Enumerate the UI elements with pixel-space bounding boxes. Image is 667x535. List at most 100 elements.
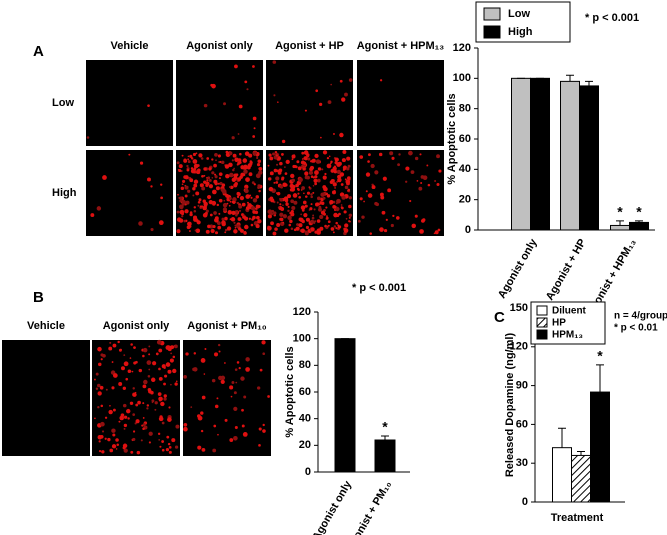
cell-dot (365, 172, 371, 177)
cell-dot (146, 404, 150, 407)
cell-dot (327, 220, 331, 224)
cell-dot (438, 169, 442, 173)
cell-dot (301, 219, 305, 224)
cell-dot (282, 182, 287, 187)
cell-dot (313, 178, 318, 183)
cell-dot (268, 153, 272, 157)
cell-dot (278, 168, 283, 173)
cell-dot (252, 65, 255, 68)
micrograph (176, 60, 263, 146)
cell-dot (142, 354, 145, 358)
error-bar (596, 364, 604, 393)
cell-dot (268, 186, 274, 192)
cell-dot (148, 353, 151, 356)
cell-dot (305, 225, 310, 230)
cell-dot (319, 214, 324, 220)
cell-dot (368, 153, 371, 157)
cell-dot (340, 183, 344, 186)
cell-dot (181, 154, 184, 157)
cell-dot (214, 173, 217, 176)
cell-dot (315, 202, 320, 206)
cell-dot (234, 226, 237, 229)
cell-dot (100, 404, 104, 408)
cell-dot (213, 179, 218, 184)
cell-dot (211, 176, 214, 179)
cell-dot (219, 181, 223, 186)
cell-dot (120, 348, 122, 351)
cell-dot (337, 161, 342, 166)
cell-dot (434, 230, 439, 235)
cell-dot (224, 362, 226, 364)
cell-dot (274, 227, 278, 231)
cell-dot (289, 183, 294, 189)
bar (571, 454, 591, 503)
cell-dot (332, 231, 335, 234)
cell-dot (282, 214, 288, 219)
cell-dot (228, 162, 233, 168)
cell-dot (330, 227, 335, 231)
cell-dot (255, 224, 260, 229)
y-tick-label: 20 (459, 194, 471, 206)
cell-dot (266, 225, 272, 231)
bar (530, 77, 550, 231)
cell-dot (158, 399, 162, 402)
cell-dot (324, 172, 327, 176)
cell-dot (184, 209, 189, 214)
cell-dot (244, 188, 249, 194)
cell-dot (243, 169, 248, 174)
cell-dot (215, 159, 217, 162)
cell-dot (304, 230, 308, 234)
cell-dot (195, 152, 198, 155)
cell-dot (273, 181, 276, 184)
cell-dot (148, 441, 151, 444)
legend-swatch (536, 317, 548, 328)
cell-dot (272, 152, 276, 156)
cell-dot (194, 229, 197, 232)
cell-dot (272, 231, 277, 236)
cell-dot (332, 204, 337, 209)
cell-dot (298, 223, 303, 228)
cell-dot (122, 443, 128, 449)
cell-dot (290, 173, 295, 179)
cell-dot (342, 150, 347, 154)
cell-dot (96, 206, 102, 211)
cell-dot (298, 217, 303, 222)
cell-dot (291, 158, 294, 161)
cell-dot (206, 177, 208, 179)
cell-dot (200, 429, 204, 433)
cell-dot (320, 210, 326, 215)
cell-dot (158, 416, 164, 422)
cell-dot (329, 200, 334, 205)
cell-dot (245, 177, 250, 182)
cell-dot (132, 413, 136, 416)
cell-dot (193, 206, 196, 209)
cell-dot (320, 201, 325, 206)
cell-dot (313, 208, 316, 211)
cell-dot (249, 154, 253, 158)
cell-dot (326, 194, 331, 198)
cell-dot (335, 221, 338, 225)
cell-dot (279, 212, 284, 217)
cell-dot (147, 388, 152, 392)
cell-dot (208, 184, 214, 189)
cell-dot (156, 339, 162, 345)
cell-dot (200, 157, 204, 160)
cell-dot (287, 209, 290, 213)
cell-dot (222, 207, 228, 212)
micrograph (357, 150, 444, 236)
cell-dot (361, 215, 365, 219)
cell-dot (243, 214, 246, 216)
cell-dot (206, 179, 209, 182)
cell-dot (147, 177, 151, 182)
cell-dot (233, 221, 236, 224)
cell-dot (142, 384, 147, 389)
cell-dot (367, 193, 373, 198)
cell-dot (235, 214, 238, 217)
cell-dot (127, 417, 130, 420)
cell-dot (314, 220, 317, 223)
cell-dot (276, 169, 279, 173)
cell-dot (398, 153, 401, 156)
cell-dot (229, 200, 232, 203)
cell-dot (300, 165, 303, 168)
cell-dot (314, 153, 319, 158)
